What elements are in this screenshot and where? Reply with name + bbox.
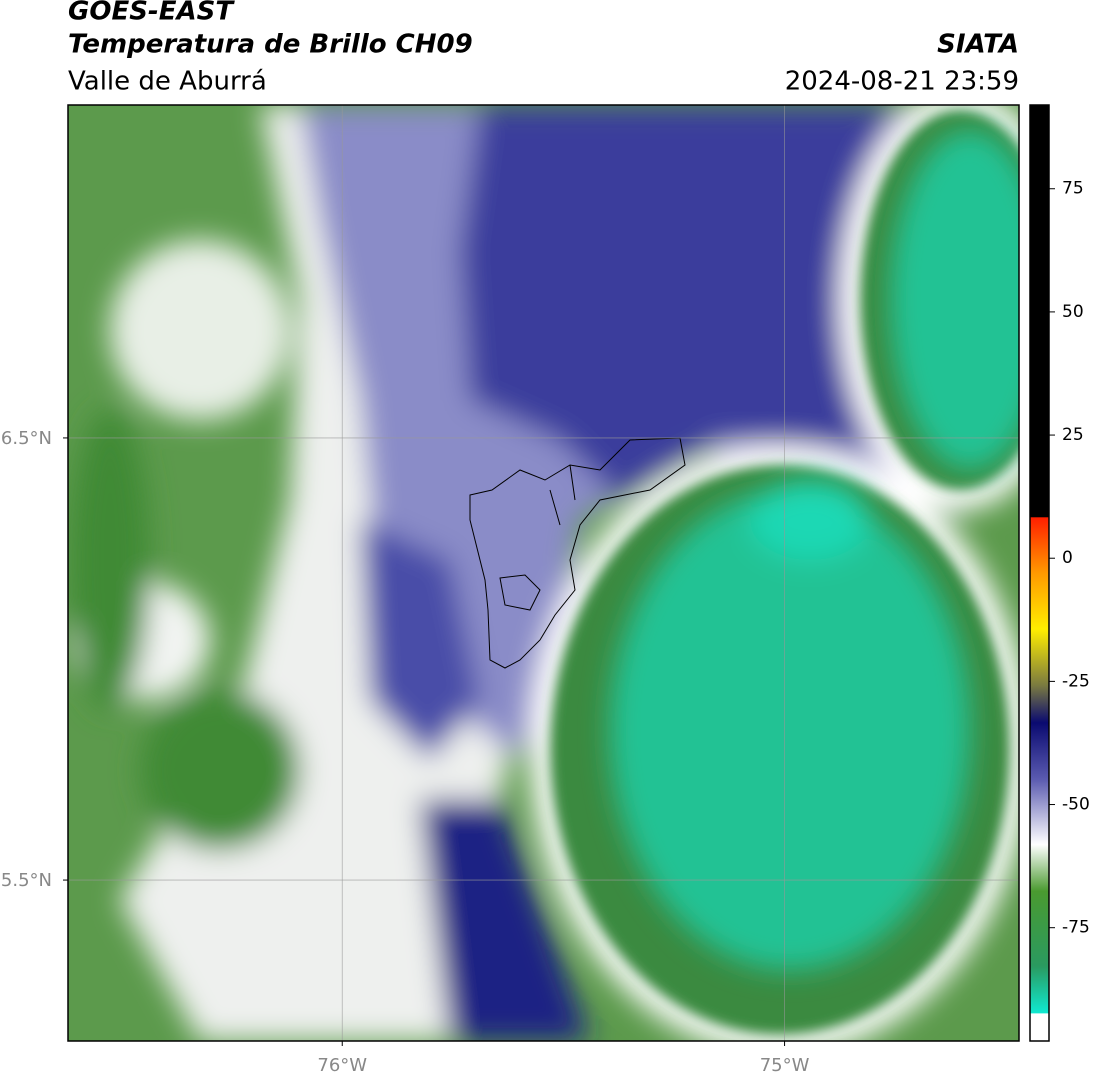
watershed-outline xyxy=(469,437,686,669)
lon-tick-label: 76°W xyxy=(317,1055,367,1076)
map-frame xyxy=(67,104,1020,1042)
timestamp: 2024-08-21 23:59 xyxy=(785,67,1019,97)
colorbar-tick-label: -75 xyxy=(1062,918,1090,938)
product: Temperatura de Brillo CH09 xyxy=(68,30,473,60)
colorbar-tick-label: 50 xyxy=(1062,302,1084,322)
satellite: GOES-EAST xyxy=(68,0,235,27)
colorbar-tick-label: -25 xyxy=(1062,671,1090,691)
colorbar-tick-label: 75 xyxy=(1062,179,1084,199)
region: Valle de Aburrá xyxy=(68,67,267,97)
lon-tick-label: 75°W xyxy=(760,1055,810,1076)
colorbar-tick-label: 0 xyxy=(1062,548,1073,568)
lat-tick-label: 5.5°N xyxy=(1,870,52,891)
colorbar xyxy=(1029,104,1050,1042)
satellite-image xyxy=(68,105,1019,1041)
source: SIATA xyxy=(937,30,1019,60)
grid xyxy=(68,105,1019,1041)
lat-tick-label: 6.5°N xyxy=(1,428,52,449)
colorbar-tick-label: 25 xyxy=(1062,425,1084,445)
colorbar-tick-label: -50 xyxy=(1062,795,1090,815)
